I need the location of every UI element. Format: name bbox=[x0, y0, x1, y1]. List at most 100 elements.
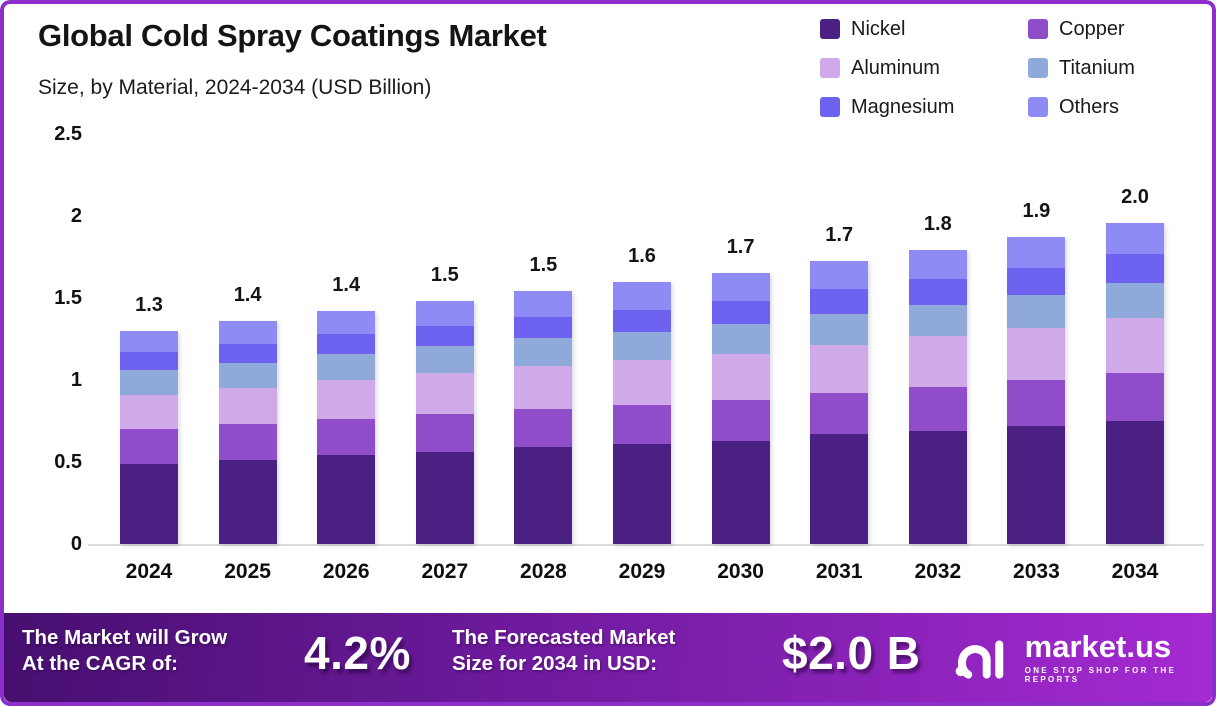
bar-segment-2024-aluminum bbox=[120, 394, 178, 430]
bar-segment-2030-copper bbox=[711, 399, 770, 441]
legend-label: Titanium bbox=[1059, 56, 1135, 79]
bar-segment-2030-titanium bbox=[711, 324, 770, 354]
bar-segment-2028-magnesium bbox=[514, 316, 573, 339]
x-axis-tick-2033: 2033 bbox=[1013, 560, 1060, 583]
bar-2026 bbox=[317, 311, 376, 544]
legend-item-nickel: Nickel bbox=[820, 16, 1028, 42]
bar-segment-2028-others bbox=[514, 291, 573, 317]
marketus-logo-name: market.us bbox=[1024, 628, 1172, 664]
bar-2027 bbox=[415, 301, 474, 544]
legend-label: Nickel bbox=[851, 17, 906, 40]
forecast-label-line1: The Forecasted Market bbox=[452, 626, 676, 649]
legend-swatch-others bbox=[1028, 97, 1048, 117]
bar-segment-2027-aluminum bbox=[415, 373, 474, 415]
forecast-value: $2.0 B bbox=[782, 627, 921, 679]
forecast-label: The Forecasted Market Size for 2034 in U… bbox=[452, 625, 675, 677]
legend-item-aluminum: Aluminum bbox=[820, 55, 1028, 81]
legend-swatch-nickel bbox=[820, 19, 840, 39]
bar-2031 bbox=[810, 261, 869, 544]
y-axis-tick-1: 1 bbox=[70, 369, 82, 391]
legend-swatch-magnesium bbox=[820, 97, 840, 117]
bar-segment-2029-copper bbox=[613, 404, 671, 444]
bar-segment-2028-nickel bbox=[514, 447, 573, 544]
bar-segment-2034-titanium bbox=[1106, 283, 1164, 318]
bar-segment-2026-others bbox=[317, 311, 376, 335]
bar-segment-2030-aluminum bbox=[711, 353, 770, 400]
bar-segment-2034-copper bbox=[1106, 373, 1164, 421]
bar-segment-2028-copper bbox=[514, 408, 573, 448]
bar-total-label-2032: 1.8 bbox=[923, 213, 952, 236]
y-axis-tick-1.5: 1.5 bbox=[54, 287, 82, 309]
legend-item-others: Others bbox=[1028, 94, 1135, 120]
page-subtitle: Size, by Material, 2024-2034 (USD Billio… bbox=[38, 76, 432, 99]
marketus-logo-text-block: market.us ONE STOP SHOP FOR THE REPORTS bbox=[1024, 628, 1212, 684]
bar-total-label-2034: 2.0 bbox=[1121, 185, 1149, 208]
legend-item-copper: Copper bbox=[1028, 16, 1135, 42]
legend-label: Magnesium bbox=[851, 95, 955, 118]
bar-segment-2024-others bbox=[120, 330, 178, 353]
footer-banner: The Market will Grow At the CAGR of: 4.2… bbox=[4, 613, 1212, 702]
cagr-label-line2: At the CAGR of: bbox=[22, 652, 179, 675]
bar-segment-2034-aluminum bbox=[1106, 317, 1164, 374]
bar-segment-2032-aluminum bbox=[908, 335, 967, 387]
bar-segment-2025-copper bbox=[218, 424, 277, 461]
legend-item-magnesium: Magnesium bbox=[820, 94, 1028, 120]
cagr-value: 4.2% bbox=[304, 627, 411, 679]
bar-segment-2032-magnesium bbox=[908, 279, 967, 305]
bar-2030 bbox=[711, 273, 770, 544]
x-axis-tick-2034: 2034 bbox=[1111, 560, 1159, 583]
bar-segment-2025-others bbox=[218, 320, 277, 344]
bar-segment-2029-titanium bbox=[613, 332, 671, 361]
bar-segment-2034-magnesium bbox=[1106, 253, 1164, 284]
bar-segment-2025-titanium bbox=[218, 362, 277, 389]
bar-segment-2024-magnesium bbox=[120, 352, 178, 371]
bar-segment-2033-magnesium bbox=[1007, 267, 1066, 295]
bar-total-label-2033: 1.9 bbox=[1022, 200, 1051, 223]
bar-segment-2029-aluminum bbox=[613, 360, 671, 405]
y-axis-tick-0.5: 0.5 bbox=[54, 451, 82, 473]
bar-segment-2032-nickel bbox=[908, 430, 967, 544]
x-axis-tick-2029: 2029 bbox=[618, 560, 666, 583]
x-axis-tick-2028: 2028 bbox=[520, 560, 567, 583]
bar-segment-2029-nickel bbox=[613, 443, 671, 544]
bar-2024 bbox=[120, 330, 178, 544]
bar-2033 bbox=[1007, 237, 1066, 544]
bar-total-label-2026: 1.4 bbox=[332, 274, 361, 297]
bar-segment-2028-aluminum bbox=[514, 366, 573, 409]
bar-2034 bbox=[1106, 222, 1164, 544]
bar-segment-2024-titanium bbox=[120, 370, 178, 395]
bar-segment-2032-titanium bbox=[908, 304, 967, 336]
legend-item-titanium: Titanium bbox=[1028, 55, 1135, 81]
bar-segment-2034-nickel bbox=[1106, 420, 1164, 544]
page-title: Global Cold Spray Coatings Market bbox=[38, 18, 547, 53]
x-axis-tick-2025: 2025 bbox=[224, 560, 271, 583]
bar-segment-2024-nickel bbox=[120, 463, 178, 544]
bar-2032 bbox=[908, 250, 967, 544]
bar-segment-2033-nickel bbox=[1007, 425, 1066, 544]
bar-total-label-2030: 1.7 bbox=[726, 236, 755, 259]
bar-segment-2032-copper bbox=[908, 386, 967, 431]
bar-segment-2027-titanium bbox=[415, 346, 474, 374]
bar-segment-2025-aluminum bbox=[218, 388, 277, 425]
bar-total-label-2029: 1.6 bbox=[628, 245, 656, 268]
x-axis-tick-2030: 2030 bbox=[717, 560, 764, 583]
cagr-label: The Market will Grow At the CAGR of: bbox=[22, 625, 227, 677]
x-axis-line bbox=[88, 544, 1204, 546]
x-axis-tick-2027: 2027 bbox=[421, 560, 469, 583]
bar-total-label-2025: 1.4 bbox=[233, 283, 262, 306]
bar-segment-2029-magnesium bbox=[613, 310, 671, 333]
bar-segment-2031-titanium bbox=[810, 314, 869, 345]
bar-2028 bbox=[514, 291, 573, 544]
bar-segment-2028-titanium bbox=[514, 338, 573, 367]
bar-segment-2030-nickel bbox=[711, 440, 770, 544]
x-axis-tick-2032: 2032 bbox=[914, 560, 962, 583]
bar-segment-2026-copper bbox=[317, 419, 376, 456]
bar-segment-2033-titanium bbox=[1007, 294, 1066, 328]
y-axis-tick-2: 2 bbox=[70, 205, 82, 227]
bar-segment-2030-others bbox=[711, 273, 770, 302]
marketus-logo-tagline: ONE STOP SHOP FOR THE REPORTS bbox=[1024, 665, 1177, 684]
bar-segment-2025-magnesium bbox=[218, 343, 277, 363]
y-axis-tick-2.5: 2.5 bbox=[54, 123, 82, 145]
